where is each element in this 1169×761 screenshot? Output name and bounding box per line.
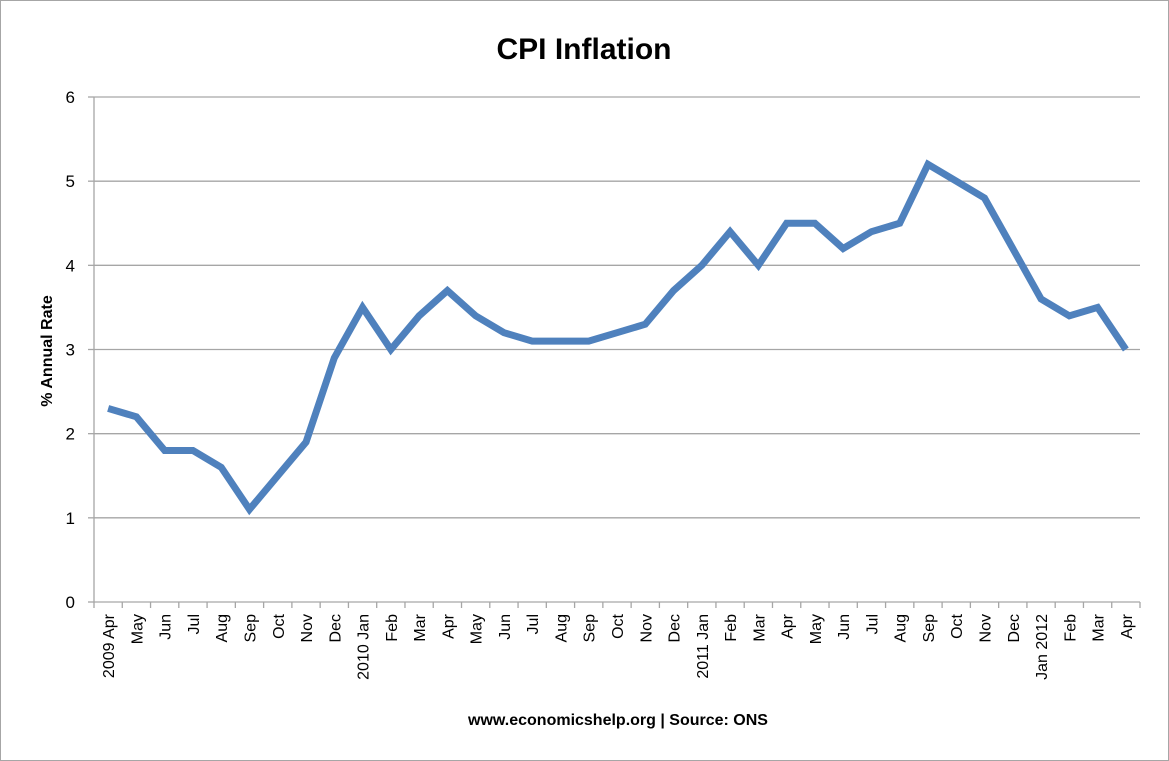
- x-tick-label: Mar: [412, 613, 429, 641]
- x-tick-label: Nov: [978, 614, 995, 642]
- x-tick-label: Jan 2012: [1034, 614, 1051, 680]
- y-axis-label: % Annual Rate: [39, 295, 56, 407]
- x-tick-label: Apr: [1119, 613, 1136, 639]
- x-tick-label: Jun: [158, 614, 175, 640]
- x-tick-label: Aug: [893, 614, 910, 642]
- x-tick-label: Mar: [751, 613, 768, 641]
- y-tick-label: 6: [66, 88, 75, 107]
- x-tick-label: Jul: [186, 614, 203, 634]
- x-tick-label: May: [469, 614, 486, 644]
- series-line: [107, 159, 1129, 516]
- x-tick-label: Aug: [214, 614, 231, 642]
- x-tick-label: Apr: [780, 613, 797, 639]
- x-tick-label: Aug: [553, 614, 570, 642]
- x-tick-label: Mar: [1091, 613, 1108, 641]
- x-tick-label: Jun: [836, 614, 853, 640]
- x-axis-label: www.economicshelp.org | Source: ONS: [467, 712, 768, 729]
- y-tick-label: 3: [66, 341, 75, 360]
- x-tick-label: Jul: [864, 614, 881, 634]
- x-tick-label: Dec: [667, 614, 684, 642]
- x-tick-label: 2010 Jan: [356, 614, 373, 680]
- x-tick-label: 2011 Jan: [695, 614, 712, 679]
- x-tick-label: Oct: [271, 613, 288, 638]
- axes: [88, 96, 1141, 608]
- x-axis-ticks: 2009 Apr May Jun Jul Aug Sep Oct Nov Dec 2010 Jan…: [101, 613, 1136, 680]
- chart-title: CPI Inflation: [497, 33, 672, 66]
- y-tick-label: 0: [66, 593, 75, 612]
- x-tick-label: Jun: [497, 614, 514, 640]
- y-tick-label: 1: [66, 509, 75, 528]
- x-tick-label: Oct: [610, 613, 627, 638]
- x-tick-label: Dec: [327, 614, 344, 642]
- x-tick-label: Sep: [582, 614, 599, 643]
- x-tick-label: May: [808, 614, 825, 644]
- x-tick-label: Dec: [1006, 614, 1023, 642]
- x-tick-label: Feb: [1062, 614, 1079, 642]
- x-tick-label: Apr: [440, 613, 457, 639]
- x-tick-label: May: [129, 614, 146, 644]
- y-tick-label: 2: [66, 425, 75, 444]
- x-tick-label: Nov: [299, 614, 316, 642]
- x-tick-label: Feb: [384, 614, 401, 642]
- x-tick-label: Sep: [921, 614, 938, 643]
- x-tick-label: Nov: [638, 614, 655, 642]
- y-tick-label: 4: [66, 256, 75, 275]
- gridlines: [94, 96, 1140, 519]
- x-tick-label: Jul: [525, 614, 542, 634]
- x-tick-label: 2009 Apr: [101, 613, 118, 678]
- y-axis-ticks: 0 1 2 3 4 5 6: [66, 88, 75, 612]
- x-tick-label: Feb: [723, 614, 740, 642]
- x-tick-label: Oct: [949, 613, 966, 638]
- series-group: [107, 159, 1129, 516]
- x-tick-label: Sep: [242, 614, 259, 643]
- y-tick-label: 5: [66, 172, 75, 191]
